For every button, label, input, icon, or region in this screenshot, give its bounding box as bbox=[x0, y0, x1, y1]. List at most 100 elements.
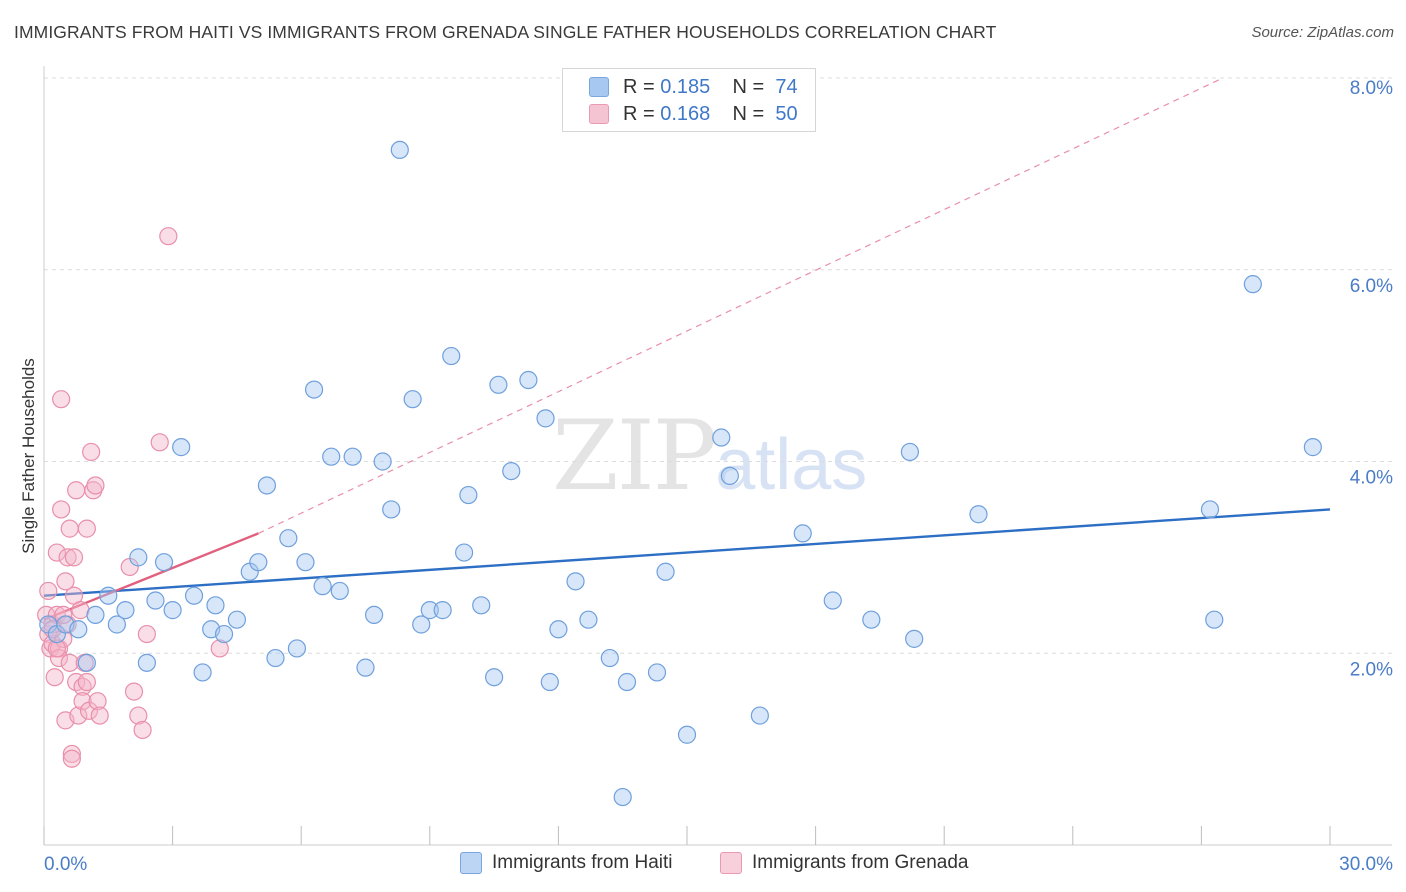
data-point bbox=[720, 466, 739, 485]
legend-row-haiti: R = 0.185 N = 74 bbox=[589, 74, 798, 100]
n-value: 74 bbox=[775, 75, 798, 98]
data-point bbox=[412, 615, 431, 634]
data-point bbox=[64, 548, 84, 567]
data-point bbox=[656, 562, 675, 581]
y-tick-label: 4.0% bbox=[1350, 468, 1393, 489]
data-point bbox=[71, 601, 90, 620]
data-point bbox=[52, 500, 71, 519]
data-point bbox=[45, 668, 64, 687]
data-point bbox=[62, 749, 81, 768]
data-point bbox=[1303, 438, 1322, 457]
data-point bbox=[613, 787, 632, 807]
data-point bbox=[249, 553, 268, 572]
legend-row-grenada: R = 0.168 N = 50 bbox=[589, 101, 798, 127]
correlation-legend: R = 0.185 N = 74 R = 0.168 N = 50 bbox=[562, 68, 816, 132]
series-legend: Immigrants from Haiti Immigrants from Gr… bbox=[0, 852, 1406, 878]
data-point bbox=[60, 519, 79, 538]
data-point bbox=[862, 610, 881, 629]
r-value: 0.168 bbox=[660, 102, 711, 125]
data-point bbox=[296, 553, 315, 572]
data-point bbox=[62, 744, 81, 764]
data-point bbox=[343, 447, 362, 466]
legend-item-haiti: Immigrants from Haiti bbox=[460, 852, 673, 874]
data-point bbox=[184, 586, 204, 605]
data-point bbox=[969, 505, 988, 524]
chart-title: IMMIGRANTS FROM HAITI VS IMMIGRANTS FROM… bbox=[14, 22, 997, 42]
data-point bbox=[905, 629, 924, 648]
data-point bbox=[56, 572, 75, 591]
data-point bbox=[287, 639, 307, 658]
data-points bbox=[37, 140, 1322, 807]
data-point bbox=[647, 663, 667, 682]
data-point bbox=[77, 672, 96, 692]
data-point bbox=[67, 481, 86, 500]
data-point bbox=[900, 442, 920, 462]
r-label: R = bbox=[623, 102, 655, 125]
r-label: R = bbox=[623, 75, 655, 98]
data-point bbox=[137, 624, 156, 644]
legend-label-grenada: Immigrants from Grenada bbox=[752, 852, 969, 873]
data-point bbox=[69, 706, 88, 725]
data-point bbox=[86, 476, 105, 495]
data-point bbox=[159, 227, 178, 246]
tick-labels: 2.0% 4.0% 6.0% 8.0% 0.0% 30.0% Single Father H… bbox=[19, 78, 1393, 875]
data-point bbox=[313, 577, 332, 596]
y-tick-label: 2.0% bbox=[1350, 659, 1393, 680]
x-tick-label: 0.0% bbox=[44, 854, 87, 875]
legend-item-grenada: Immigrants from Grenada bbox=[720, 852, 968, 874]
data-point bbox=[163, 601, 182, 620]
y-axis-label: Single Father Households bbox=[19, 358, 38, 554]
r-value: 0.185 bbox=[660, 75, 711, 98]
axes bbox=[43, 66, 1392, 846]
trend-line bbox=[43, 508, 1331, 597]
data-point bbox=[600, 648, 619, 668]
data-point bbox=[39, 581, 58, 601]
data-point bbox=[88, 692, 107, 711]
data-point bbox=[279, 529, 298, 548]
data-point bbox=[1243, 275, 1262, 294]
data-point bbox=[677, 725, 697, 744]
data-point bbox=[390, 140, 409, 160]
data-point bbox=[266, 648, 285, 668]
data-point bbox=[77, 653, 96, 672]
watermark: ZIPatlas bbox=[552, 400, 867, 512]
legend-label-haiti: Immigrants from Haiti bbox=[492, 852, 673, 873]
n-label: N = bbox=[732, 102, 765, 125]
data-point bbox=[107, 615, 126, 634]
data-point bbox=[823, 591, 842, 610]
n-label: N = bbox=[732, 75, 765, 98]
data-point bbox=[454, 543, 474, 562]
data-point bbox=[58, 548, 77, 567]
legend-swatch-haiti bbox=[589, 77, 609, 97]
legend-swatch-grenada bbox=[720, 852, 742, 874]
trend-line-dashed bbox=[258, 77, 1224, 534]
data-point bbox=[566, 572, 585, 591]
data-point bbox=[99, 586, 118, 605]
data-point bbox=[129, 706, 148, 725]
data-point bbox=[133, 720, 152, 740]
data-point bbox=[793, 524, 812, 543]
data-point bbox=[146, 591, 165, 610]
data-point bbox=[1205, 610, 1224, 629]
data-point bbox=[420, 601, 439, 620]
data-point bbox=[90, 706, 109, 725]
y-tick-label: 8.0% bbox=[1350, 78, 1393, 99]
data-point bbox=[154, 553, 174, 572]
data-point bbox=[129, 548, 148, 567]
data-point bbox=[116, 601, 135, 620]
data-point bbox=[485, 668, 504, 687]
data-point bbox=[540, 672, 559, 692]
trend-lines bbox=[43, 77, 1331, 621]
data-point bbox=[403, 390, 422, 409]
data-point bbox=[459, 485, 478, 505]
data-point bbox=[69, 620, 88, 639]
watermark-zip: ZIP bbox=[552, 400, 717, 512]
legend-swatch-haiti bbox=[460, 852, 482, 874]
data-point bbox=[52, 390, 71, 409]
data-point bbox=[47, 639, 66, 658]
x-tick-label: 30.0% bbox=[1339, 854, 1393, 875]
data-point bbox=[77, 519, 96, 538]
data-point bbox=[214, 624, 234, 644]
data-point bbox=[172, 438, 191, 457]
